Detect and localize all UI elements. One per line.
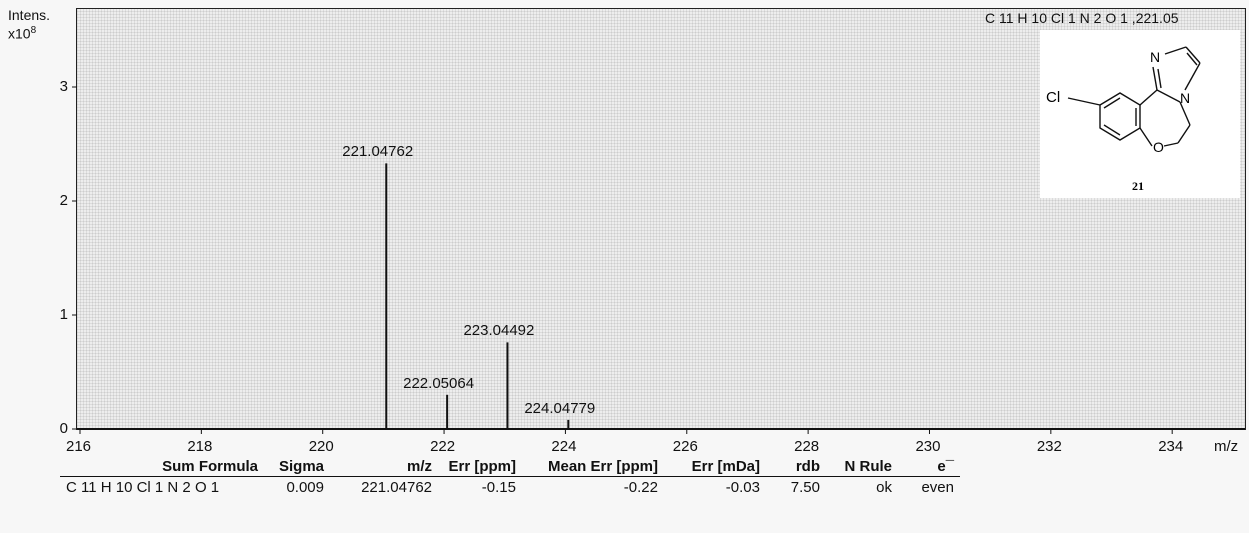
header-n-rule: N Rule [826,456,898,477]
x-tick-label: 226 [672,438,698,455]
header-mz: m/z [330,456,438,477]
y-tick-label: 0 [59,420,68,437]
formula-results-table: Sum Formula Sigma m/z Err [ppm] Mean Err… [60,456,960,497]
cell-mean-err-ppm: -0.22 [623,478,658,496]
table-row: C 11 H 10 Cl 1 N 2 O 1 0.009 221.04762 -… [60,477,960,498]
structure-n-ring-label: N [1180,90,1190,106]
x-tick-label: 216 [66,438,92,455]
x-tick-label: 230 [915,438,941,455]
table-header-row: Sum Formula Sigma m/z Err [ppm] Mean Err… [60,456,960,477]
x-tick-label: 228 [794,438,820,455]
y-tick-label: 2 [59,192,68,209]
peak-label: 224.04779 [524,399,596,417]
benzene-ring [1099,92,1141,141]
y-axis-label-line1: Intens. [8,7,51,23]
cell-err-mda: -0.03 [725,478,760,496]
x-axis-label: m/z [1214,438,1239,455]
x-tick-label: 218 [187,438,213,455]
header-err-mda: Err [mDa] [664,456,766,477]
x-tick-label: 224 [551,438,577,455]
mass-spectrum-chart [72,86,1245,434]
y-axis-label-scale: x108 [8,25,37,42]
header-err-ppm: Err [ppm] [438,456,522,477]
y-tick-label: 3 [59,78,68,95]
x-tick-label: 220 [308,438,334,455]
peak-label: 222.05064 [403,374,475,392]
x-tick-label: 232 [1036,438,1062,455]
structure-compound-number: 21 [1132,179,1144,193]
header-sum-formula: Sum Formula [60,456,264,477]
cl-bond [1067,97,1101,106]
structure-n-top-label: N [1150,49,1160,65]
peak-label: 221.04762 [342,143,414,161]
structure-cl-label: Cl [1046,89,1060,106]
chemical-structure: Cl N N O 21 [1040,30,1240,198]
cell-n-rule: ok [876,478,892,496]
cell-rdb: 7.50 [790,478,820,496]
structure-o-label: O [1153,139,1164,155]
header-rdb: rdb [766,456,826,477]
peak-label: 223.04492 [463,322,535,340]
cell-err-ppm: -0.15 [481,478,516,496]
cell-sigma: 0.009 [286,478,324,496]
legend-formula: C 11 H 10 Cl 1 N 2 O 1 ,221.05 [985,10,1179,26]
header-electrons: e¯ [898,456,960,477]
cell-electrons: even [921,478,954,496]
x-tick-label: 234 [1158,438,1184,455]
cell-sum-formula: C 11 H 10 Cl 1 N 2 O 1 [66,478,220,496]
y-tick-label: 1 [59,306,68,323]
x-tick-label: 222 [430,438,456,455]
y-axis-label: Intens. x108 [8,8,50,42]
structure-drawing: Cl N N O 21 [1046,46,1201,193]
header-sigma: Sigma [264,456,330,477]
header-mean-err-ppm: Mean Err [ppm] [522,456,664,477]
cell-mz: 221.04762 [361,478,432,496]
